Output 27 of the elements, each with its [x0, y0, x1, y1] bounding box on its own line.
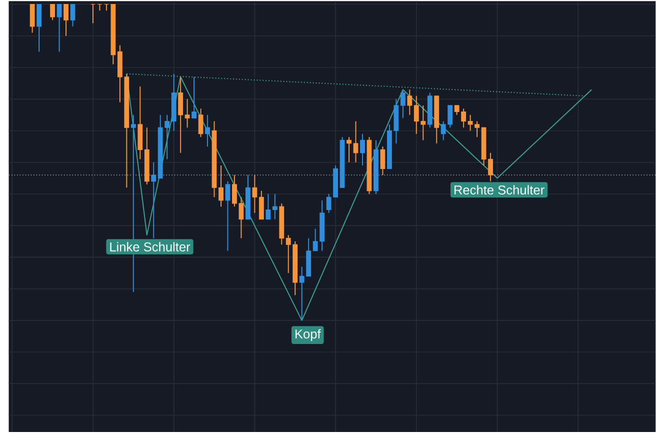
candlestick	[184, 98, 190, 128]
candlestick	[266, 194, 271, 220]
candlestick	[64, 4, 68, 36]
annotation: Rechte Schulter	[454, 185, 544, 195]
text: Kopf	[295, 329, 321, 342]
candlestick	[70, 4, 76, 27]
candlestick	[50, 4, 55, 21]
candlestick	[205, 114, 210, 148]
candlestick	[56, 4, 62, 52]
candlestick	[225, 180, 230, 252]
candlestick	[360, 134, 365, 166]
candlestick	[400, 89, 406, 119]
candlestick	[407, 89, 412, 116]
candlestick	[258, 190, 264, 220]
candlestick	[192, 76, 196, 119]
candlestick	[346, 136, 352, 163]
candlestick	[218, 165, 224, 208]
candlestick	[252, 174, 258, 214]
candlestick	[30, 4, 35, 34]
candlestick	[380, 146, 386, 176]
candlestick	[198, 108, 204, 138]
candlestick	[151, 162, 156, 239]
annotation: Linke Schulter	[110, 242, 190, 252]
candlestick	[178, 76, 184, 154]
candlestick	[272, 194, 278, 220]
candlestick	[353, 120, 358, 163]
candlestick	[36, 4, 42, 52]
